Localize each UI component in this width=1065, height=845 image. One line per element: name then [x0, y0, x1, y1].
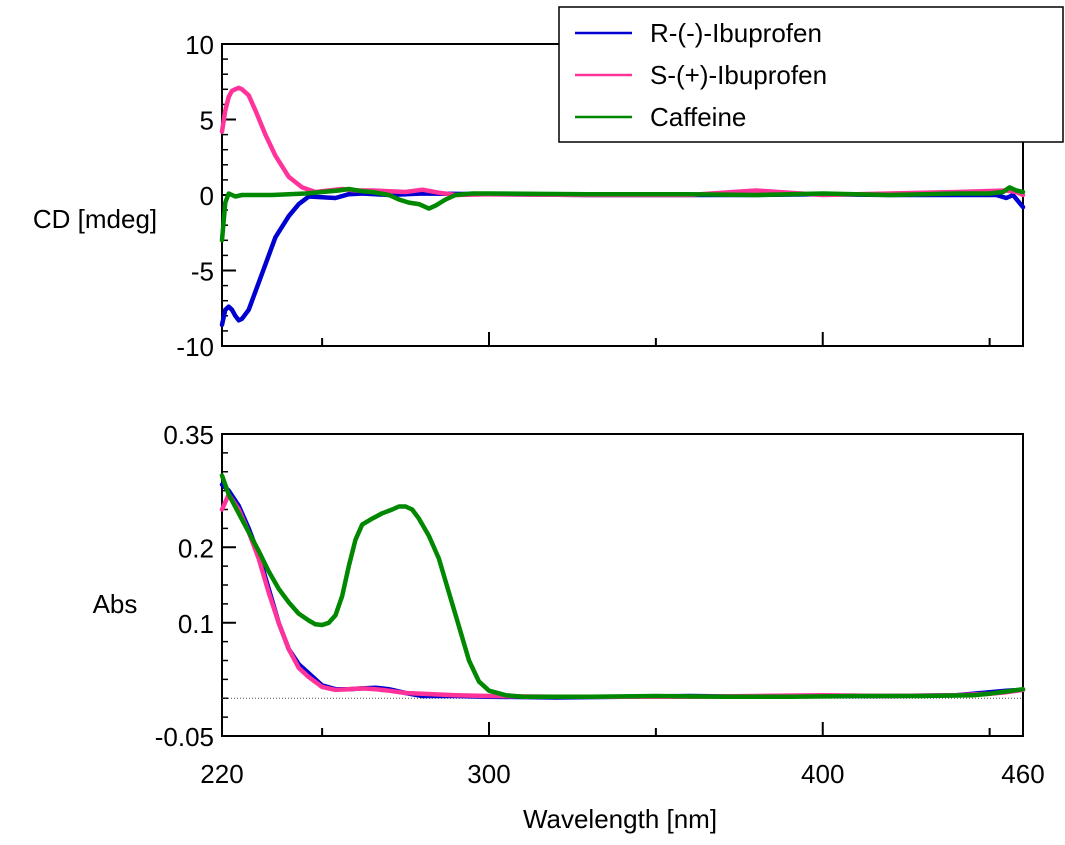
abs-x-tick-label: 300 — [467, 759, 510, 789]
cd-y-axis-title: CD [mdeg] — [33, 204, 157, 234]
cd-y-tick-labels: 10 5 0 -5 -10 — [176, 30, 214, 362]
abs-x-tick-label: 220 — [200, 759, 243, 789]
abs-y-tick-labels: 0.35 0.2 0.1 -0.05 — [155, 420, 214, 752]
abs-y-axis-title: Abs — [93, 589, 138, 619]
cd-y-tick-label: 0 — [200, 181, 214, 211]
abs-panel: 0.35 0.2 0.1 -0.05 220 300 400 460 Abs Wavelen… — [93, 420, 1045, 834]
cd-y-tick-label: -5 — [191, 257, 214, 287]
legend-label-s-ibuprofen: S-(+)-Ibuprofen — [650, 60, 827, 90]
cd-y-tick-label: 10 — [185, 30, 214, 60]
abs-tick-marks — [222, 433, 1023, 737]
legend: R-(-)-Ibuprofen S-(+)-Ibuprofen Caffeine — [558, 6, 1064, 143]
abs-y-tick-label: 0.2 — [178, 533, 214, 563]
x-axis-title: Wavelength [nm] — [523, 804, 717, 834]
cd-series-caffeine — [219, 185, 1026, 243]
cd-series-group — [219, 85, 1026, 328]
abs-series-caffeine — [219, 473, 1026, 699]
abs-y-tick-label: 0.1 — [178, 609, 214, 639]
abs-series-group — [219, 473, 1026, 700]
abs-y-tick-label: 0.35 — [163, 420, 214, 450]
legend-box — [558, 6, 1064, 143]
legend-label-caffeine: Caffeine — [650, 102, 746, 132]
abs-x-tick-label: 400 — [801, 759, 844, 789]
cd-y-tick-label: 5 — [200, 106, 214, 136]
abs-x-tick-labels: 220 300 400 460 — [200, 759, 1044, 789]
legend-label-r-ibuprofen: R-(-)-Ibuprofen — [650, 18, 822, 48]
cd-tick-marks — [222, 43, 991, 347]
abs-x-tick-label: 460 — [1001, 759, 1044, 789]
cd-y-tick-label: -10 — [176, 332, 214, 362]
abs-y-tick-label: -0.05 — [155, 722, 214, 752]
